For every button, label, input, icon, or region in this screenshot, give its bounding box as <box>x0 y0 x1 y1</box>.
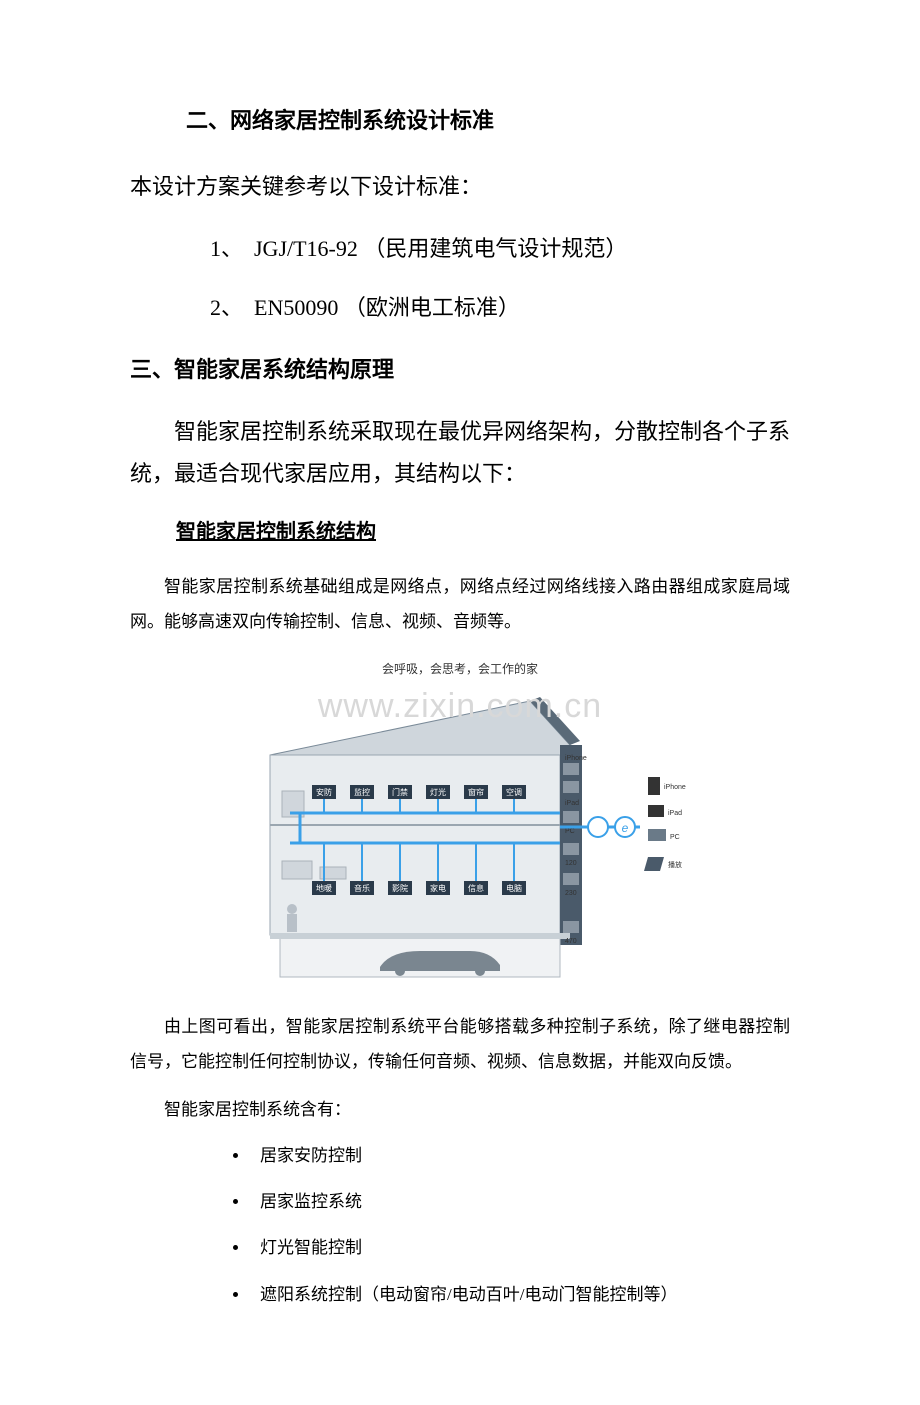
svg-text:PC: PC <box>670 834 680 841</box>
svg-text:播放: 播放 <box>668 860 682 869</box>
svg-text:iPhone: iPhone <box>565 755 587 762</box>
smart-home-diagram: 会呼吸，会思考，会工作的家 www.zixin.com.cn <box>230 658 690 985</box>
svg-text:e: e <box>622 821 629 835</box>
svg-text:iPad: iPad <box>668 810 682 817</box>
house-svg: 安防 监控 门禁 灯光 窗帘 空调 地暖 音乐 影院 家电 信息 电脑 iPho… <box>230 685 690 985</box>
subsystem-list: 居家安防控制 居家监控系统 灯光智能控制 遮阳系统控制（电动窗帘/电动百叶/电动… <box>250 1140 790 1311</box>
svg-text:470: 470 <box>565 938 577 945</box>
svg-text:iPad: iPad <box>565 800 579 807</box>
list-item: 居家监控系统 <box>250 1186 790 1218</box>
svg-text:监控: 监控 <box>354 787 370 797</box>
svg-text:电脑: 电脑 <box>506 883 522 893</box>
svg-text:门禁: 门禁 <box>392 787 408 797</box>
standard-item-2: 2、 EN50090 （欧洲电工标准） <box>210 287 790 329</box>
svg-text:安防: 安防 <box>316 787 332 797</box>
section3-desc2: 由上图可看出，智能家居控制系统平台能够搭载多种控制子系统，除了继电器控制信号，它… <box>130 1009 790 1080</box>
svg-text:窗帘: 窗帘 <box>468 787 484 797</box>
diagram-slogan: 会呼吸，会思考，会工作的家 <box>230 658 690 681</box>
section3-subtitle: 智能家居控制系统结构 <box>176 513 790 551</box>
ext-devices: iPhone iPad PC 播放 <box>644 777 686 871</box>
svg-text:家电: 家电 <box>430 883 446 893</box>
svg-text:120: 120 <box>565 860 577 867</box>
list-item: 居家安防控制 <box>250 1140 790 1172</box>
section3-title: 三、智能家居系统结构原理 <box>130 349 790 391</box>
svg-text:iPhone: iPhone <box>664 784 686 791</box>
svg-text:空调: 空调 <box>506 787 522 797</box>
svg-text:地暖: 地暖 <box>316 883 332 893</box>
svg-text:音乐: 音乐 <box>354 883 370 893</box>
document-page: 二、网络家居控制系统设计标准 本设计方案关键参考以下设计标准： 1、 JGJ/T… <box>0 0 920 1405</box>
svg-text:230: 230 <box>565 890 577 897</box>
svg-text:影院: 影院 <box>392 883 408 893</box>
svg-text:PC: PC <box>565 828 575 835</box>
svg-text:灯光: 灯光 <box>430 787 446 797</box>
section3-para1: 智能家居控制系统采取现在最优异网络架构，分散控制各个子系统，最适合现代家居应用，… <box>130 411 790 495</box>
section2-intro: 本设计方案关键参考以下设计标准： <box>130 166 790 208</box>
section3-desc1: 智能家居控制系统基础组成是网络点，网络点经过网络线接入路由器组成家庭局域网。能够… <box>130 569 790 640</box>
list-item: 遮阳系统控制（电动窗帘/电动百叶/电动门智能控制等） <box>250 1279 790 1311</box>
section3-desc3: 智能家居控制系统含有： <box>130 1092 790 1128</box>
svg-text:信息: 信息 <box>468 883 484 893</box>
section2-title: 二、网络家居控制系统设计标准 <box>186 100 790 142</box>
list-item: 灯光智能控制 <box>250 1232 790 1264</box>
standard-item-1: 1、 JGJ/T16-92 （民用建筑电气设计规范） <box>210 228 790 270</box>
